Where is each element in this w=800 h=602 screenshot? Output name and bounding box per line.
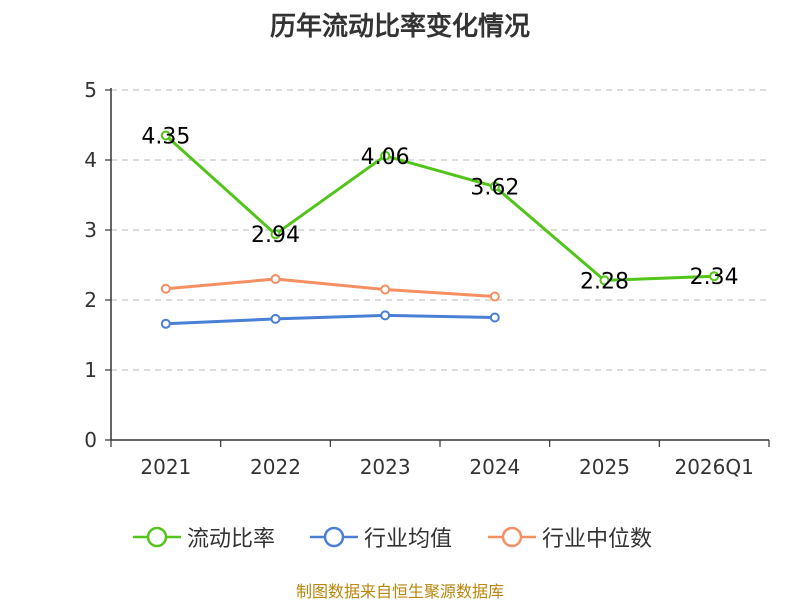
data-point <box>270 274 281 284</box>
data-point <box>380 310 391 321</box>
legend-item-industry-median[interactable]: 行业中位数 <box>488 520 652 554</box>
data-label: 4.06 <box>361 145 410 170</box>
x-tick-label: 2022 <box>250 455 301 479</box>
data-point <box>270 229 281 240</box>
legend-marker-industry-median-icon <box>488 526 536 548</box>
series-line <box>164 134 715 282</box>
series-line <box>165 313 495 326</box>
y-tick-label: 1 <box>84 358 97 382</box>
y-tick-label: 4 <box>84 148 97 172</box>
data-label: 3.62 <box>470 176 519 201</box>
data-point <box>270 313 281 324</box>
y-tick-label: 5 <box>84 78 97 102</box>
legend-marker-current-ratio-icon <box>133 526 181 548</box>
x-tick-label: 2023 <box>360 455 411 479</box>
legend-label-industry-median: 行业中位数 <box>542 527 653 552</box>
legend-label-industry-mean: 行业均值 <box>364 527 453 552</box>
x-tick-label: 2025 <box>579 455 630 479</box>
x-tick-label: 2021 <box>140 455 191 479</box>
data-label: 2.94 <box>251 223 300 248</box>
chart-legend: 流动比率 行业均值 行业中位数 <box>0 520 800 554</box>
data-point <box>160 318 171 329</box>
x-tick-label: 2024 <box>469 455 520 479</box>
legend-item-industry-mean[interactable]: 行业均值 <box>310 520 452 554</box>
data-point <box>160 283 171 294</box>
line-chart: 0 1 2 3 4 5 2021 2022 2023 2024 2025 2026Q1 4.35 2.94… <box>84 78 770 479</box>
legend-marker-industry-mean-icon <box>310 526 358 548</box>
legend-item-current-ratio[interactable]: 流动比率 <box>133 520 275 554</box>
x-tick-label: 2026Q1 <box>674 455 753 479</box>
data-label: 2.34 <box>690 265 739 290</box>
data-point <box>489 312 500 323</box>
y-tick-label: 2 <box>84 288 97 312</box>
data-point <box>489 181 500 192</box>
data-point <box>380 284 391 295</box>
data-source-note: 制图数据来自恒生聚源数据库 <box>295 582 504 601</box>
y-tick-label: 0 <box>84 428 97 452</box>
data-label: 2.28 <box>580 269 629 294</box>
legend-label-current-ratio: 流动比率 <box>187 527 276 552</box>
data-point <box>599 275 610 286</box>
data-point <box>160 130 171 141</box>
series-line <box>165 277 495 298</box>
y-tick-label: 3 <box>84 218 97 242</box>
data-point <box>380 150 391 161</box>
data-point <box>709 271 720 282</box>
data-point <box>489 291 500 302</box>
data-label: 4.35 <box>141 125 190 150</box>
chart-title: 历年流动比率变化情况 <box>269 12 530 42</box>
